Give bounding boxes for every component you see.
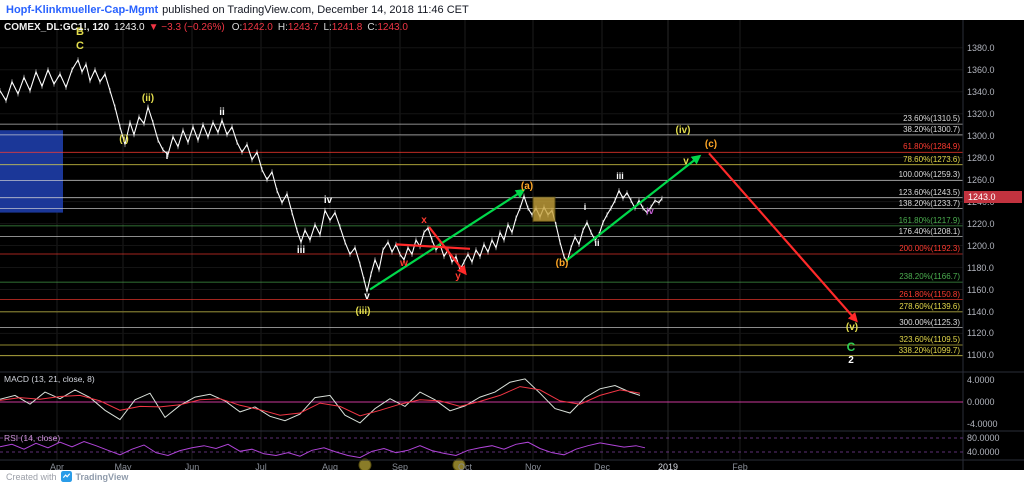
- close-value: 1243.0: [377, 22, 408, 33]
- price-axis[interactable]: [964, 20, 1024, 460]
- attribution-footer: Created with TradingView: [0, 470, 1024, 483]
- low-value: 1241.8: [331, 22, 363, 33]
- high-label: H:: [277, 22, 288, 33]
- time-axis[interactable]: [0, 460, 964, 470]
- rsi-pane-title: RSI (14, close): [4, 433, 61, 443]
- tradingview-brand[interactable]: TradingView: [75, 471, 129, 482]
- open-value: 1242.0: [242, 22, 273, 33]
- author-link[interactable]: Hopf-Klinkmueller-Cap-Mgmt: [6, 4, 159, 16]
- close-label: C:: [367, 22, 378, 33]
- published-text: published on TradingView.com, December 1…: [162, 4, 469, 16]
- tradingview-logo-icon[interactable]: [60, 471, 72, 482]
- low-label: L:: [323, 22, 332, 33]
- symbol-title: COMEX_DL:GC1!, 120: [4, 22, 110, 33]
- open-label: O:: [231, 22, 243, 33]
- macd-pane-title: MACD (13, 21, close, 8): [4, 374, 95, 384]
- publication-header: Hopf-Klinkmueller-Cap-Mgmt published on T…: [0, 0, 1024, 20]
- created-with-text: Created with: [6, 471, 57, 482]
- chart-area: 23.60%(1310.5) 38.20%(1300.7) 61.80%(1284.…: [0, 20, 1024, 472]
- chart-canvas[interactable]: [0, 20, 1024, 470]
- symbol-info-bar: COMEX_DL:GC1!, 120 1243.0 ▼ −3.3 (−0.26%) O…: [4, 22, 413, 33]
- last-price: 1243.0: [114, 22, 145, 33]
- price-change: ▼ −3.3 (−0.26%): [148, 22, 225, 33]
- high-value: 1243.7: [287, 22, 319, 33]
